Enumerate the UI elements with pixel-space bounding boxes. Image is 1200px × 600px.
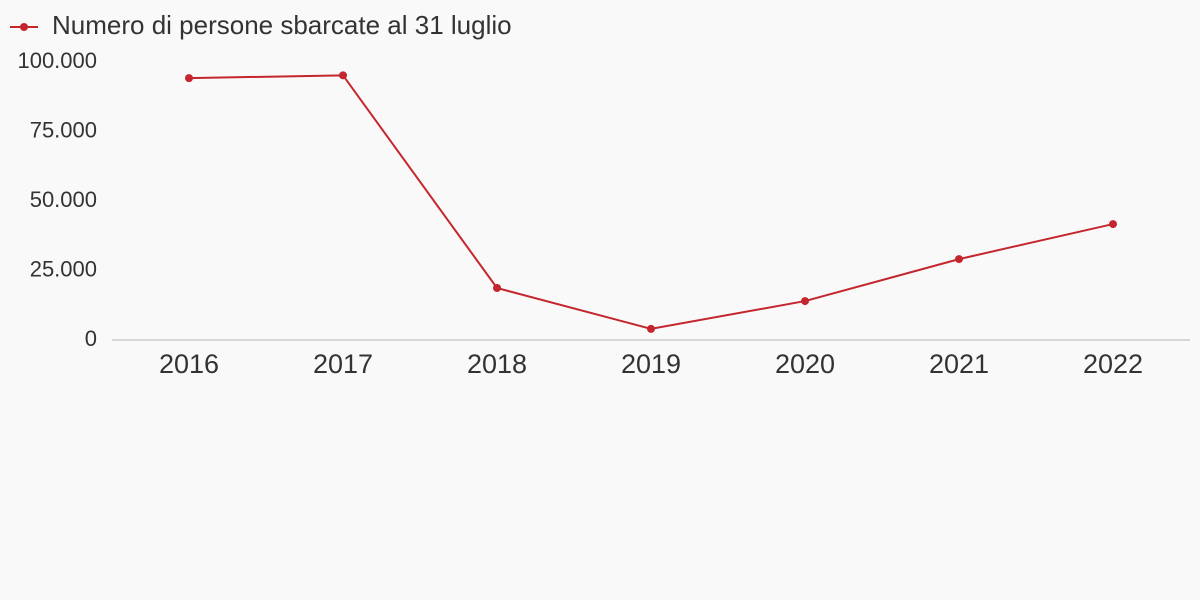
x-tick-label: 2018	[467, 349, 527, 379]
point	[185, 74, 193, 83]
x-tick-label: 2019	[621, 349, 681, 379]
point	[1109, 220, 1117, 229]
legend-marker	[20, 23, 28, 31]
x-tick-label: 2016	[159, 349, 219, 379]
point	[955, 255, 963, 264]
y-tick-label: 50.000	[30, 187, 97, 212]
point	[801, 297, 809, 306]
y-tick-label: 0	[85, 326, 97, 351]
series-line	[188, 74, 1114, 330]
y-tick-label: 75.000	[30, 117, 97, 142]
point	[339, 71, 347, 80]
point	[493, 284, 501, 293]
x-tick-label: 2022	[1083, 349, 1143, 379]
y-tick-label: 25.000	[30, 256, 97, 281]
y-tick-label: 100.000	[17, 48, 97, 73]
point	[647, 324, 655, 333]
x-tick-label: 2020	[775, 349, 835, 379]
x-tick-label: 2017	[313, 349, 373, 379]
x-tick-label: 2021	[929, 349, 989, 379]
legend-label: Numero di persone sbarcate al 31 luglio	[52, 10, 512, 40]
